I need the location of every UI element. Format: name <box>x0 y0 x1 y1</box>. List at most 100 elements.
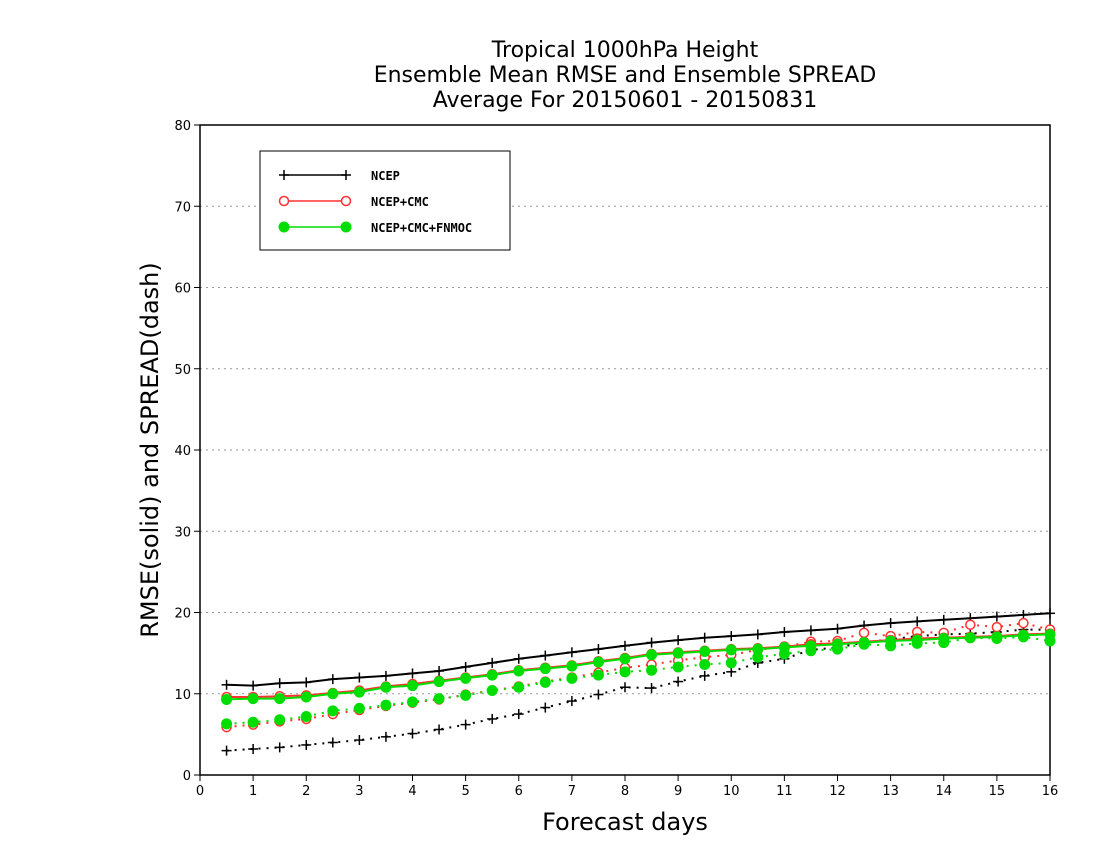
ncep-cmc-fnmoc-rmse-point <box>805 640 817 652</box>
ncep-rmse-point <box>301 677 312 688</box>
series-ncep <box>221 608 1055 756</box>
y-tick-label: 40 <box>174 444 191 459</box>
ncep-cmc-fnmoc-rmse-point <box>380 681 392 693</box>
ncep-cmc-fnmoc-rmse-point <box>1017 629 1029 641</box>
ncep-spread-point <box>513 709 524 720</box>
ncep-cmc-fnmoc-rmse-point <box>327 688 339 700</box>
ncep-spread-point <box>673 676 684 687</box>
ncep-cmc-fnmoc-rmse-point <box>221 693 233 705</box>
ncep-spread-point <box>274 742 285 753</box>
ncep-cmc-fnmoc-rmse-point <box>407 680 418 692</box>
ncep-cmc-fnmoc-rmse-point <box>752 643 764 655</box>
ncep-spread-point <box>540 702 551 713</box>
ncep-rmse-point <box>805 625 816 636</box>
ncep-cmc-fnmoc-spread-point <box>247 716 259 728</box>
series-ncep-cmc <box>221 617 1056 733</box>
x-tick-label: 4 <box>408 784 416 799</box>
legend-marker <box>278 221 290 233</box>
y-tick-label: 70 <box>174 200 191 215</box>
ncep-cmc-fnmoc-spread-point <box>353 702 365 714</box>
ncep-spread-point <box>407 728 418 739</box>
x-tick-label: 3 <box>355 784 363 799</box>
ncep-cmc-fnmoc-rmse-point <box>539 663 551 675</box>
ncep-cmc-fnmoc-rmse-point <box>858 637 870 649</box>
ncep-cmc-fnmoc-spread-point <box>274 714 286 726</box>
ncep-cmc-spread-point <box>1018 617 1029 629</box>
ncep-rmse-point <box>407 668 418 679</box>
x-tick-label: 10 <box>723 784 740 799</box>
ncep-spread-point <box>487 713 498 724</box>
ncep-rmse-point <box>991 611 1002 622</box>
ncep-rmse-point <box>566 647 577 658</box>
chart-title-line-1: Tropical 1000hPa Height <box>491 38 759 63</box>
x-tick-label: 1 <box>249 784 257 799</box>
ncep-rmse-point <box>460 661 471 672</box>
ncep-rmse-line <box>226 612 1051 687</box>
x-tick-label: 5 <box>461 784 469 799</box>
ncep-rmse-point <box>274 678 285 689</box>
chart-title-line-3: Average For 20150601 - 20150831 <box>432 88 818 113</box>
ncep-cmc-fnmoc-rmse-point <box>274 693 286 705</box>
ncep-cmc-spread-point <box>991 621 1003 633</box>
ncep-rmse-point <box>513 653 524 664</box>
ncep-cmc-fnmoc-spread-point <box>513 681 525 693</box>
legend-entry-ncep-cmc-fnmoc: NCEP+CMC+FNMOC <box>278 221 472 235</box>
ncep-spread-point <box>248 744 259 754</box>
ncep-rmse-point <box>779 627 790 637</box>
ncep-cmc-fnmoc-spread-point <box>407 696 418 708</box>
ncep-cmc-fnmoc-rmse-point <box>672 647 684 659</box>
ncep-cmc-fnmoc-rmse-point <box>1044 628 1056 640</box>
ncep-cmc-fnmoc-spread-point <box>327 705 339 717</box>
y-tick-label: 80 <box>174 119 191 134</box>
legend: NCEP NCEP+CMC NCEP+CMC+FNMOC <box>259 150 511 251</box>
ncep-spread-point <box>354 735 365 746</box>
ncep-rmse-point <box>593 644 604 655</box>
legend-marker <box>341 170 351 180</box>
ncep-cmc-fnmoc-rmse-point <box>513 665 525 677</box>
legend-label: NCEP+CMC+FNMOC <box>371 221 472 235</box>
ncep-cmc-fnmoc-spread-point <box>221 718 233 730</box>
x-tick-label: 0 <box>196 784 204 799</box>
x-tick-label: 13 <box>882 784 899 799</box>
ncep-spread-point <box>566 696 577 707</box>
ncep-cmc-fnmoc-spread-line <box>226 635 1051 725</box>
ncep-rmse-point <box>752 629 763 640</box>
x-tick-label: 7 <box>568 784 576 799</box>
ncep-cmc-fnmoc-spread-point <box>566 672 578 684</box>
ncep-cmc-fnmoc-spread-point <box>539 676 551 688</box>
ncep-cmc-fnmoc-rmse-point <box>619 653 631 665</box>
series-layer <box>221 608 1056 756</box>
ncep-cmc-fnmoc-rmse-point <box>486 669 498 681</box>
ncep-cmc-fnmoc-rmse-point <box>991 631 1003 643</box>
ncep-cmc-fnmoc-rmse-point <box>592 656 604 668</box>
ncep-rmse-point <box>540 650 551 661</box>
ncep-cmc-fnmoc-rmse-point <box>566 660 578 672</box>
ncep-cmc-spread-point <box>858 627 870 639</box>
legend-marker <box>340 221 352 233</box>
ncep-cmc-fnmoc-rmse-point <box>300 691 312 703</box>
legend-marker <box>340 195 352 207</box>
ncep-rmse-point <box>912 616 923 627</box>
ncep-cmc-fnmoc-spread-point <box>433 693 445 705</box>
ncep-cmc-fnmoc-rmse-point <box>885 635 897 647</box>
ncep-rmse-point <box>380 670 391 681</box>
ncep-cmc-fnmoc-spread-point <box>460 689 472 701</box>
ncep-cmc-fnmoc-rmse-point <box>964 632 976 644</box>
legend-marker <box>279 170 289 180</box>
y-tick-label: 10 <box>174 688 191 703</box>
ncep-rmse-point <box>221 679 232 690</box>
ncep-cmc-spread-point <box>965 619 976 630</box>
legend-entry-ncep: NCEP <box>279 169 400 183</box>
ncep-rmse-point <box>646 637 657 648</box>
ncep-cmc-fnmoc-spread-point <box>725 657 737 669</box>
ncep-rmse-point <box>938 614 949 625</box>
gridlines <box>200 205 1050 695</box>
ncep-spread-line <box>226 628 1050 752</box>
y-tick-label: 60 <box>174 282 191 297</box>
ncep-rmse-point <box>832 623 843 634</box>
x-tick-label: 9 <box>674 784 682 799</box>
ncep-spread-point <box>380 731 391 742</box>
ncep-rmse-point <box>885 618 896 629</box>
